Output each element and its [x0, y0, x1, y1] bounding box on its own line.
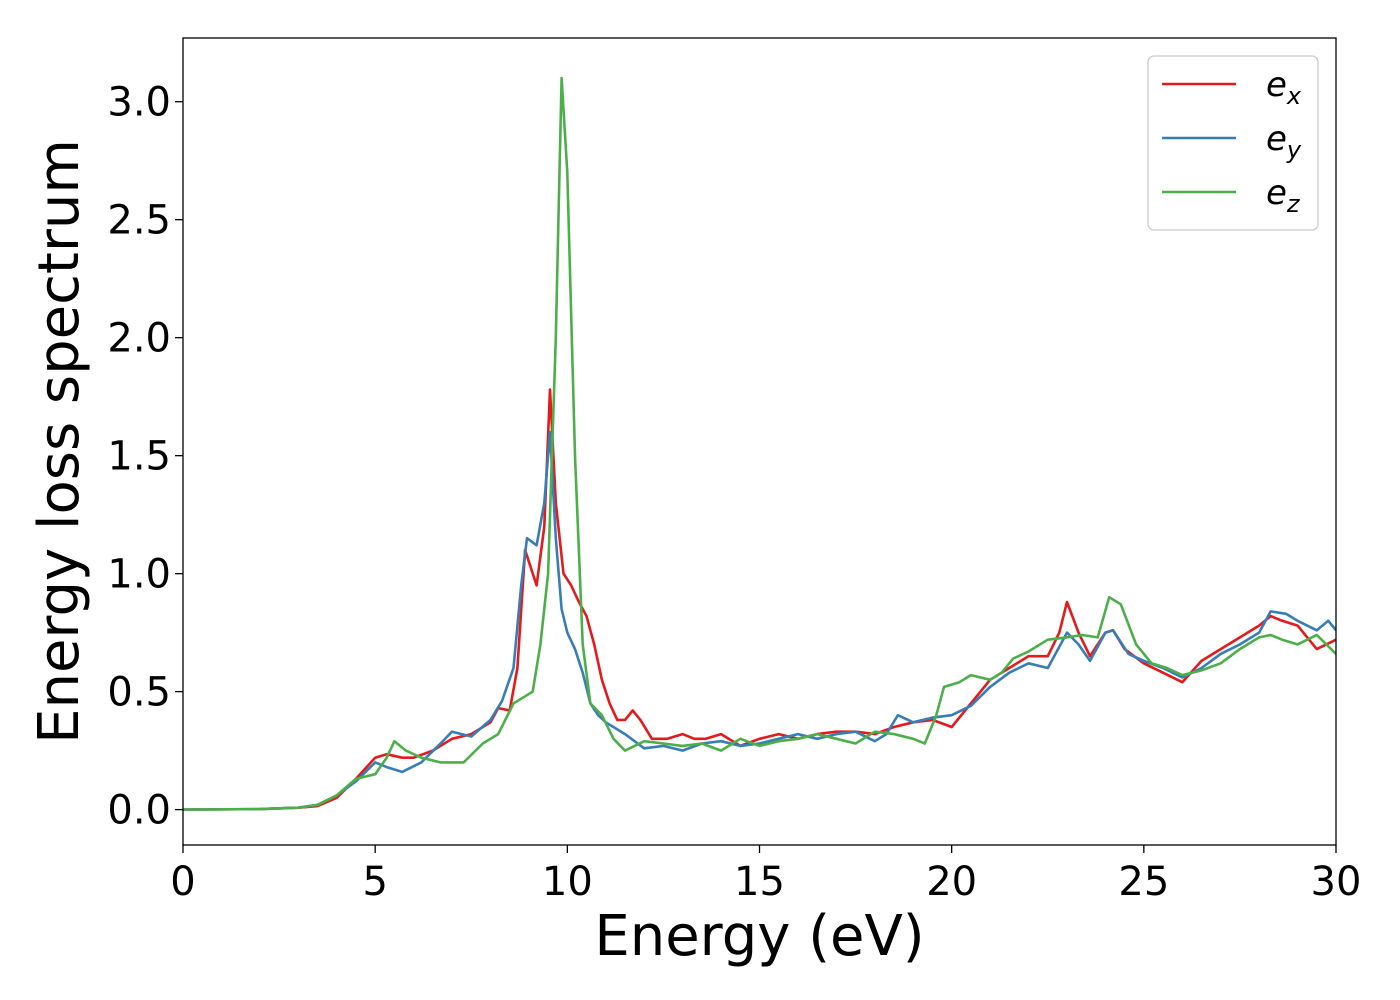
y-tick-label: 0.0	[107, 788, 171, 834]
y-tick-label: 3.0	[107, 80, 171, 126]
y-axis-title: Energy loss spectrum	[27, 139, 92, 744]
legend-label-x: ex	[1266, 65, 1302, 110]
x-tick-label: 0	[170, 859, 195, 905]
legend-label-z: ez	[1266, 173, 1301, 218]
y-tick-label: 1.5	[107, 434, 171, 480]
x-tick-label: 5	[362, 859, 387, 905]
series-layer	[183, 76, 1336, 811]
legend-label-y: ey	[1266, 119, 1302, 164]
y-tick-label: 2.0	[107, 316, 171, 362]
x-tick-label: 20	[926, 859, 977, 905]
x-axis-ticks: 0 5 10 15 20 25 30	[170, 845, 1361, 905]
x-tick-label: 10	[542, 859, 593, 905]
x-tick-label: 30	[1311, 859, 1362, 905]
legend-label-base: e	[1266, 173, 1287, 213]
series-line-e-z	[183, 76, 1336, 811]
legend-box	[1147, 55, 1319, 231]
y-tick-label: 0.5	[107, 670, 171, 716]
x-axis-title: Energy (eV)	[594, 904, 924, 969]
x-tick-label: 25	[1118, 859, 1169, 905]
y-axis-ticks: 0.0 0.5 1.0 1.5 2.0 2.5 3.0	[107, 80, 183, 834]
legend-label-base: e	[1266, 65, 1287, 105]
legend-label-base: e	[1266, 119, 1287, 159]
legend-label-subscript: z	[1286, 190, 1301, 218]
y-tick-label: 1.0	[107, 552, 171, 598]
legend-label-subscript: x	[1286, 82, 1302, 110]
y-tick-label: 2.5	[107, 198, 171, 244]
x-tick-label: 15	[734, 859, 785, 905]
legend-label-subscript: y	[1286, 136, 1302, 164]
series-line-e-y	[183, 430, 1336, 811]
